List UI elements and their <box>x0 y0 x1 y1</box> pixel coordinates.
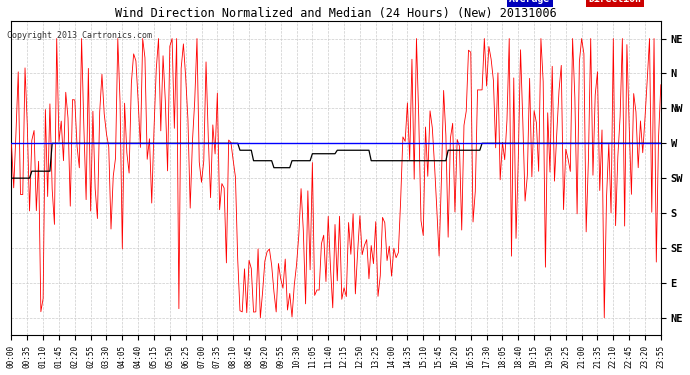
Text: Copyright 2013 Cartronics.com: Copyright 2013 Cartronics.com <box>7 30 152 39</box>
Title: Wind Direction Normalized and Median (24 Hours) (New) 20131006: Wind Direction Normalized and Median (24… <box>115 7 557 20</box>
Text: Average: Average <box>509 0 550 4</box>
Text: Direction: Direction <box>589 0 641 4</box>
